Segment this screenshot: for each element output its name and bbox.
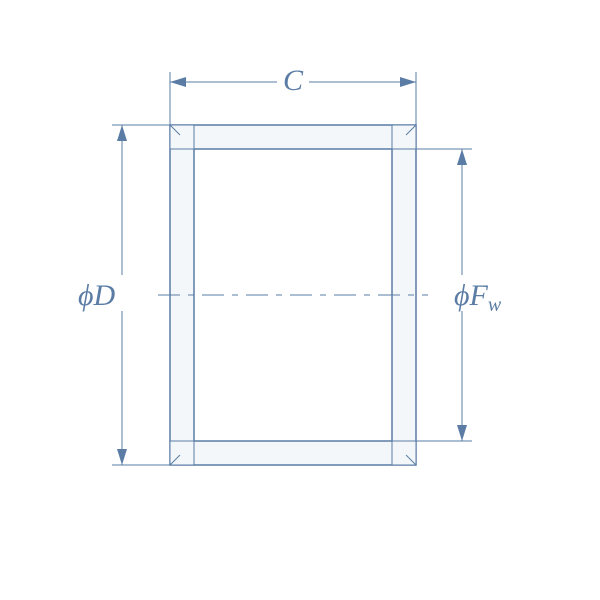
bearing-cross-section-diagram: CϕD ϕFw xyxy=(0,0,600,600)
arrowhead-icon xyxy=(457,425,467,441)
dimension-d-label: ϕD xyxy=(78,279,116,312)
dimension-c: C xyxy=(170,62,416,125)
corner-detail xyxy=(392,125,416,149)
arrowhead-icon xyxy=(457,149,467,165)
dimension-d: ϕD xyxy=(74,125,170,465)
corner-detail xyxy=(170,125,194,149)
arrowhead-icon xyxy=(117,449,127,465)
corner-detail xyxy=(170,441,194,465)
dimension-fw: ϕFw xyxy=(416,149,528,441)
arrowhead-icon xyxy=(170,77,186,87)
arrowhead-icon xyxy=(117,125,127,141)
corner-detail xyxy=(392,441,416,465)
dimension-c-label: C xyxy=(283,64,304,97)
arrowhead-icon xyxy=(400,77,416,87)
